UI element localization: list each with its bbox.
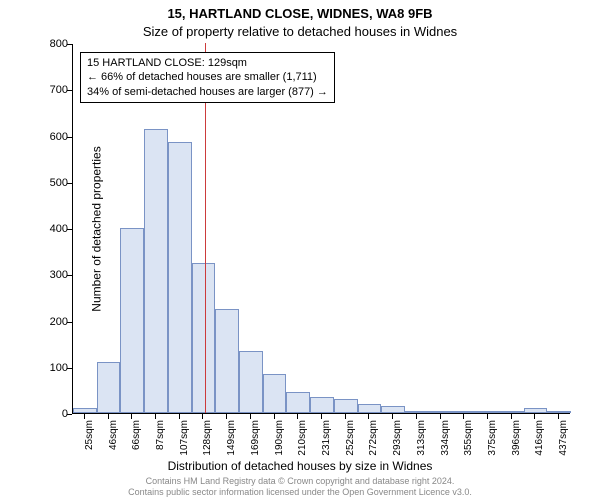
y-tick-label: 100 (38, 362, 68, 374)
x-tick-mark (321, 414, 322, 419)
y-tick-label: 500 (38, 177, 68, 189)
x-tick-label: 149sqm (226, 420, 237, 480)
histogram-bar (73, 408, 97, 413)
annotation-line-3: 34% of semi-detached houses are larger (… (87, 85, 328, 99)
y-tick-mark (67, 137, 72, 138)
x-tick-label: 293sqm (392, 420, 403, 480)
chart-subtitle: Size of property relative to detached ho… (0, 24, 600, 39)
x-tick-mark (179, 414, 180, 419)
chart-container: 15, HARTLAND CLOSE, WIDNES, WA8 9FB Size… (0, 0, 600, 500)
histogram-bar (334, 399, 358, 413)
annotation-line-2: ← 66% of detached houses are smaller (1,… (87, 70, 328, 84)
y-tick-label: 200 (38, 316, 68, 328)
y-tick-mark (67, 183, 72, 184)
y-tick-mark (67, 322, 72, 323)
histogram-bar (239, 351, 263, 413)
x-tick-label: 252sqm (345, 420, 356, 480)
x-tick-mark (368, 414, 369, 419)
x-tick-label: 210sqm (297, 420, 308, 480)
x-tick-mark (416, 414, 417, 419)
y-tick-mark (67, 44, 72, 45)
histogram-bar (358, 404, 382, 413)
footer-line-2: Contains public sector information licen… (0, 487, 600, 498)
x-tick-mark (558, 414, 559, 419)
y-tick-label: 0 (38, 408, 68, 420)
x-tick-label: 313sqm (416, 420, 427, 480)
x-tick-mark (84, 414, 85, 419)
x-tick-mark (463, 414, 464, 419)
y-tick-label: 600 (38, 131, 68, 143)
y-tick-label: 300 (38, 269, 68, 281)
x-tick-label: 375sqm (487, 420, 498, 480)
x-tick-label: 231sqm (321, 420, 332, 480)
y-tick-label: 800 (38, 38, 68, 50)
x-tick-label: 25sqm (84, 420, 95, 480)
x-tick-mark (534, 414, 535, 419)
chart-title-address: 15, HARTLAND CLOSE, WIDNES, WA8 9FB (0, 6, 600, 21)
annotation-box: 15 HARTLAND CLOSE: 129sqm ← 66% of detac… (80, 52, 335, 103)
y-tick-mark (67, 368, 72, 369)
x-tick-mark (202, 414, 203, 419)
y-tick-mark (67, 229, 72, 230)
x-tick-label: 396sqm (511, 420, 522, 480)
histogram-bar (263, 374, 287, 413)
x-tick-label: 128sqm (202, 420, 213, 480)
x-tick-label: 355sqm (463, 420, 474, 480)
histogram-bar (429, 411, 453, 413)
histogram-bar (381, 406, 405, 413)
x-tick-label: 334sqm (440, 420, 451, 480)
x-tick-mark (108, 414, 109, 419)
x-tick-label: 87sqm (155, 420, 166, 480)
x-tick-mark (155, 414, 156, 419)
x-tick-label: 46sqm (108, 420, 119, 480)
x-tick-mark (131, 414, 132, 419)
x-tick-label: 107sqm (179, 420, 190, 480)
x-tick-mark (297, 414, 298, 419)
x-tick-mark (511, 414, 512, 419)
x-tick-label: 272sqm (368, 420, 379, 480)
histogram-bar (144, 129, 168, 413)
histogram-bar (215, 309, 239, 413)
y-tick-mark (67, 275, 72, 276)
x-tick-label: 416sqm (534, 420, 545, 480)
y-tick-label: 400 (38, 223, 68, 235)
histogram-bar (476, 411, 500, 413)
histogram-bar (168, 142, 192, 413)
x-tick-mark (487, 414, 488, 419)
x-tick-mark (274, 414, 275, 419)
histogram-bar (547, 411, 571, 413)
x-tick-mark (440, 414, 441, 419)
x-tick-mark (226, 414, 227, 419)
y-tick-mark (67, 90, 72, 91)
x-tick-mark (345, 414, 346, 419)
histogram-bar (192, 263, 216, 413)
histogram-bar (97, 362, 121, 413)
histogram-bar (405, 411, 429, 413)
y-tick-mark (67, 414, 72, 415)
x-tick-label: 437sqm (558, 420, 569, 480)
histogram-bar (286, 392, 310, 413)
x-tick-label: 190sqm (274, 420, 285, 480)
histogram-bar (524, 408, 548, 413)
histogram-bar (120, 228, 144, 413)
y-tick-label: 700 (38, 84, 68, 96)
histogram-bar (310, 397, 334, 413)
histogram-bar (452, 411, 476, 413)
histogram-bar (500, 411, 524, 413)
annotation-line-1: 15 HARTLAND CLOSE: 129sqm (87, 56, 328, 70)
x-tick-label: 169sqm (250, 420, 261, 480)
x-tick-mark (250, 414, 251, 419)
x-tick-mark (392, 414, 393, 419)
x-tick-label: 66sqm (131, 420, 142, 480)
